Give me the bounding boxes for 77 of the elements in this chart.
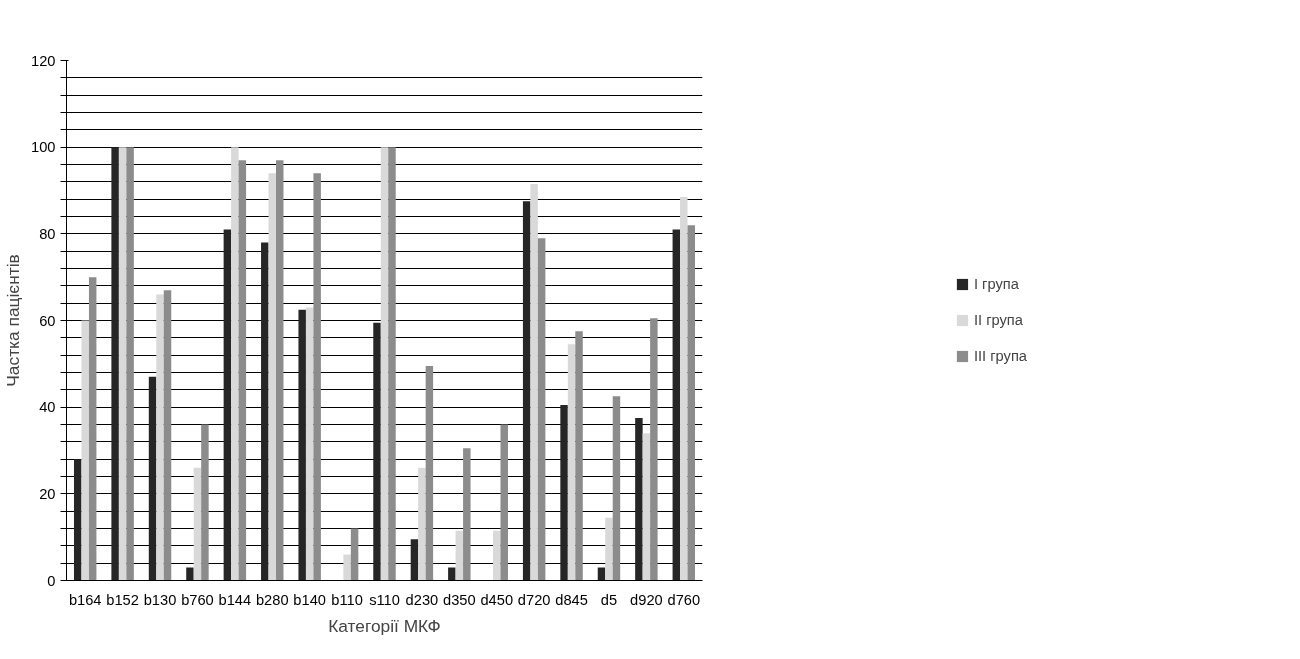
bar [605, 517, 613, 581]
bar [687, 225, 696, 581]
x-tick-label: s110 [369, 591, 400, 608]
y-tick-label: 40 [39, 399, 56, 416]
y-tick-label: 60 [39, 312, 56, 329]
x-tick-label: d450 [480, 591, 514, 608]
y-tick-label: 80 [39, 225, 56, 242]
legend-label: III група [973, 348, 1028, 364]
bar [261, 242, 269, 581]
bar [680, 197, 688, 581]
bar [305, 307, 314, 581]
bar [186, 567, 194, 581]
bar [88, 277, 97, 581]
bar [418, 467, 426, 581]
bar [276, 160, 284, 581]
bar [223, 229, 232, 581]
bar [111, 147, 119, 581]
x-tick-label: b280 [255, 591, 289, 608]
bar [530, 184, 538, 581]
x-tick-label: b130 [143, 591, 177, 608]
bar [650, 318, 658, 581]
bar [537, 238, 546, 581]
bar [635, 418, 643, 581]
x-tick-label: b760 [181, 591, 214, 608]
bar [492, 530, 501, 581]
bar [463, 448, 471, 581]
y-tick-label: 0 [47, 572, 56, 589]
bar [163, 290, 172, 581]
bar [156, 294, 164, 581]
bar [612, 396, 621, 581]
y-tick-label: 100 [31, 139, 56, 156]
bar [567, 344, 576, 581]
bar [148, 376, 157, 581]
x-tick-label: b144 [218, 591, 252, 608]
legend-label: II група [973, 312, 1023, 328]
bar [448, 567, 456, 581]
bar [81, 320, 89, 581]
bar [500, 424, 508, 581]
bar [455, 530, 464, 581]
bar [231, 147, 239, 581]
y-axis-title: Частка пацієнтів [3, 254, 24, 387]
x-tick-label: d720 [517, 591, 551, 608]
bar [350, 528, 359, 581]
bar [201, 424, 209, 581]
bar [193, 467, 202, 581]
bar [298, 309, 306, 581]
bar [575, 331, 583, 581]
x-axis-title: Категорії МКФ [328, 615, 441, 636]
bar [380, 147, 389, 581]
bar [268, 173, 277, 581]
y-tick-label: 120 [31, 52, 56, 69]
x-tick-label: b152 [106, 591, 139, 608]
legend-label: I група [973, 276, 1019, 292]
bar [388, 147, 396, 581]
bar [522, 201, 531, 581]
bar [238, 160, 247, 581]
x-tick-label: d845 [555, 591, 588, 608]
bar [672, 229, 681, 581]
bar [343, 554, 351, 581]
x-tick-label: b164 [68, 591, 102, 608]
bar [560, 405, 568, 581]
bar [313, 173, 321, 581]
x-tick-label: b140 [293, 591, 326, 608]
x-tick-label: d920 [630, 591, 663, 608]
x-tick-label: d760 [667, 591, 701, 608]
x-tick-label: d5 [600, 591, 618, 608]
bar [642, 433, 651, 581]
x-tick-label: d230 [405, 591, 439, 608]
bar [373, 322, 381, 581]
bar [410, 539, 419, 581]
x-tick-label: d350 [443, 591, 476, 608]
bar [425, 366, 434, 581]
y-tick-label: 20 [39, 485, 56, 502]
bar [73, 459, 82, 581]
x-tick-label: b110 [331, 591, 363, 608]
bar [118, 147, 127, 581]
bar [126, 147, 134, 581]
